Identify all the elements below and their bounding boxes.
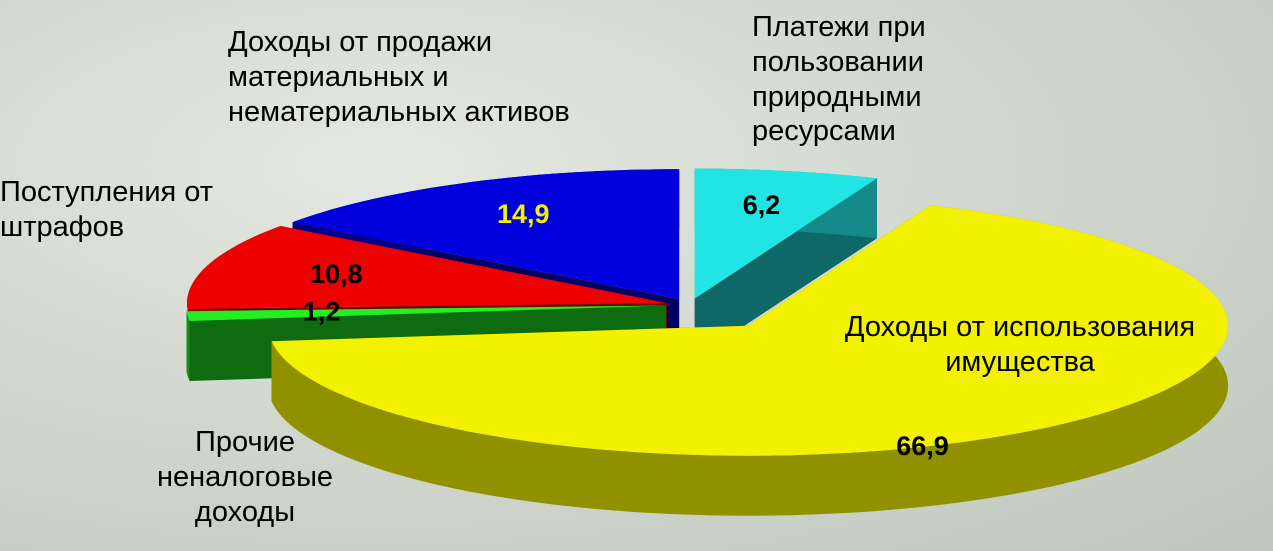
value-label: 6,2 <box>743 190 781 220</box>
category-label: Прочие неналоговые доходы <box>150 425 340 529</box>
value-label: 10,8 <box>310 259 363 289</box>
slice-side <box>187 311 190 381</box>
category-label: Доходы от продажи материальных и нематер… <box>228 25 573 129</box>
value-label: 14,9 <box>497 199 550 229</box>
value-label: 66,9 <box>896 431 949 461</box>
category-label: Поступления от штрафов <box>0 175 215 245</box>
category-label: Платежи при пользовании природными ресур… <box>752 10 992 149</box>
value-label: 1,2 <box>303 296 341 326</box>
chart: 6,2 66,9 1,2 10,8 14,9 Платежи при пользован… <box>0 0 1273 551</box>
category-label: Доходы от использования имущества <box>790 310 1250 380</box>
